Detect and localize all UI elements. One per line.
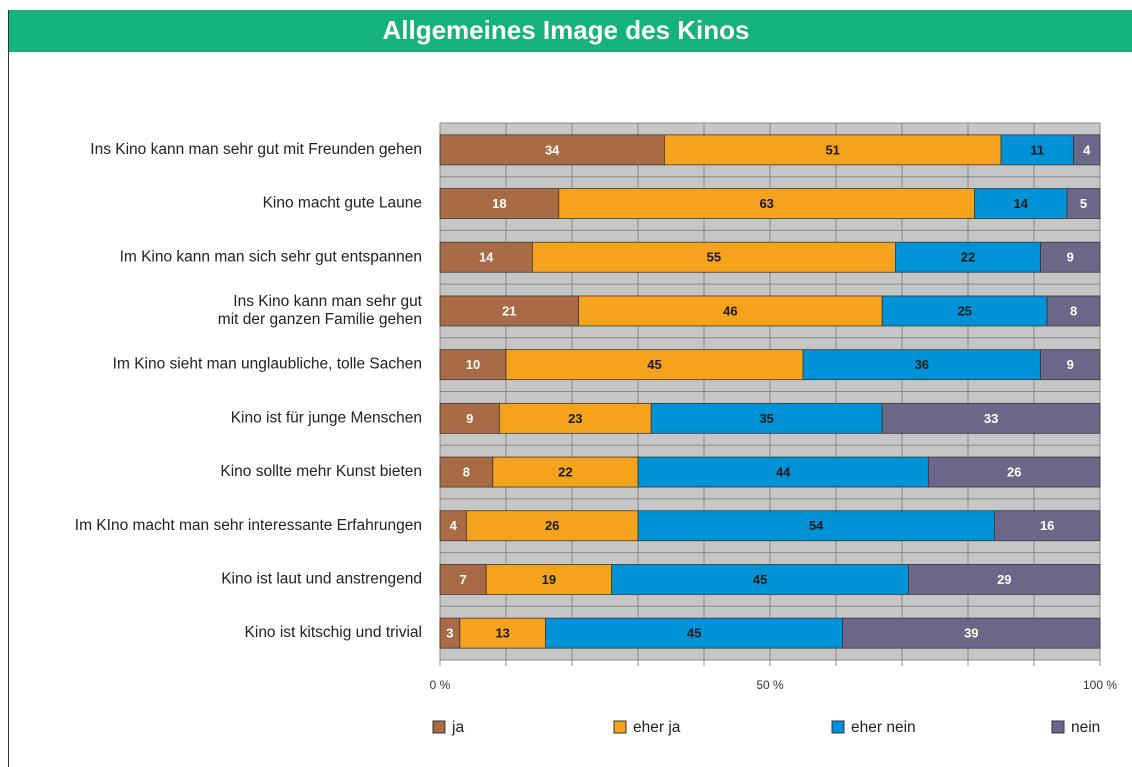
value-label: 45 bbox=[647, 357, 661, 372]
bar-segment bbox=[578, 295, 883, 327]
bar-segment bbox=[439, 134, 665, 166]
value-label: 51 bbox=[825, 142, 839, 157]
bar-segment bbox=[439, 349, 507, 381]
bar-segment bbox=[439, 564, 487, 595]
value-label: 3 bbox=[446, 626, 453, 641]
value-label: 4 bbox=[1083, 142, 1091, 157]
x-tick-label: 0 % bbox=[430, 678, 451, 692]
value-label: 13 bbox=[495, 626, 509, 641]
value-label: 16 bbox=[1040, 518, 1054, 533]
value-label: 19 bbox=[542, 572, 556, 587]
bar-segment bbox=[881, 402, 1101, 434]
bar-segment bbox=[1073, 134, 1101, 166]
bar-segment bbox=[842, 617, 1101, 649]
bar-segment bbox=[611, 564, 909, 595]
value-label: 55 bbox=[707, 250, 721, 265]
value-label: 44 bbox=[776, 464, 791, 479]
value-label: 45 bbox=[687, 626, 701, 641]
x-tick-label: 50 % bbox=[756, 678, 784, 692]
value-label: 63 bbox=[759, 196, 773, 211]
category-label: Kino macht gute Laune bbox=[263, 195, 422, 212]
legend-swatch bbox=[432, 720, 446, 734]
legend-label: eher nein bbox=[851, 719, 916, 736]
legend-label: eher ja bbox=[633, 719, 681, 736]
value-label: 35 bbox=[759, 411, 773, 426]
category-label: Im KIno macht man sehr interessante Erfa… bbox=[75, 517, 422, 534]
category-label: Im Kino sieht man unglaubliche, tolle Sa… bbox=[113, 356, 422, 373]
bar-segment bbox=[895, 241, 1042, 273]
value-label: 21 bbox=[502, 303, 516, 318]
value-label: 36 bbox=[915, 357, 929, 372]
value-label: 26 bbox=[545, 518, 559, 533]
value-label: 8 bbox=[463, 464, 470, 479]
bar-segment bbox=[558, 188, 975, 219]
category-label: Im Kino kann man sich sehr gut entspanne… bbox=[120, 248, 422, 265]
value-label: 34 bbox=[545, 142, 560, 157]
value-label: 9 bbox=[1067, 357, 1074, 372]
bar-segment bbox=[459, 617, 546, 649]
category-label: Ins Kino kann man sehr gut mit der ganzen… bbox=[218, 293, 423, 328]
bar-segment bbox=[439, 456, 494, 488]
legend-swatch bbox=[613, 720, 627, 734]
value-label: 22 bbox=[961, 250, 975, 265]
value-label: 23 bbox=[568, 411, 582, 426]
category-label: Ins Kino kann man sehr gut mit Freunden … bbox=[90, 141, 422, 158]
value-label: 39 bbox=[964, 626, 978, 641]
value-label: 7 bbox=[459, 572, 466, 587]
x-tick-label: 100 % bbox=[1083, 678, 1117, 692]
bar-segment bbox=[465, 510, 639, 542]
bar-segment bbox=[637, 456, 929, 488]
value-label: 11 bbox=[1030, 142, 1044, 157]
bar-segment bbox=[908, 564, 1101, 595]
category-label: Kino ist kitschig und trivial bbox=[245, 624, 422, 641]
value-label: 46 bbox=[723, 303, 737, 318]
category-label: Kino ist laut und anstrengend bbox=[221, 571, 422, 588]
bar-segment bbox=[439, 295, 580, 327]
legend-label: ja bbox=[451, 719, 464, 736]
value-label: 45 bbox=[753, 572, 767, 587]
value-label: 22 bbox=[558, 464, 572, 479]
value-label: 14 bbox=[479, 250, 494, 265]
bar-segment bbox=[664, 134, 1002, 166]
value-label: 54 bbox=[809, 518, 824, 533]
header-bar bbox=[8, 10, 1132, 52]
value-label: 8 bbox=[1070, 303, 1077, 318]
bar-segment bbox=[1046, 295, 1101, 327]
bar-segment bbox=[1000, 134, 1074, 166]
category-label: Kino ist für junge Menschen bbox=[231, 409, 422, 426]
bar-segment bbox=[637, 510, 995, 542]
value-label: 9 bbox=[466, 411, 473, 426]
value-label: 9 bbox=[1067, 250, 1074, 265]
value-label: 18 bbox=[492, 196, 506, 211]
bar-segment bbox=[881, 295, 1048, 327]
bar-segment bbox=[1066, 188, 1101, 219]
value-label: 14 bbox=[1014, 196, 1029, 211]
legend-swatch bbox=[831, 720, 845, 734]
value-label: 5 bbox=[1080, 196, 1087, 211]
category-label: Kino sollte mehr Kunst bieten bbox=[220, 463, 422, 480]
legend-label: nein bbox=[1071, 719, 1100, 736]
bar-segment bbox=[505, 349, 804, 381]
bar-segment bbox=[439, 241, 533, 273]
bar-segment bbox=[974, 188, 1068, 219]
bar-segment bbox=[439, 510, 467, 542]
bar-segment bbox=[532, 241, 896, 273]
bar-segment bbox=[1040, 349, 1101, 381]
bar-segment bbox=[439, 188, 560, 219]
value-label: 33 bbox=[984, 411, 998, 426]
chart-title: Allgemeines Image des Kinos bbox=[382, 15, 749, 45]
value-label: 29 bbox=[997, 572, 1011, 587]
value-label: 4 bbox=[450, 518, 458, 533]
value-label: 10 bbox=[466, 357, 480, 372]
bar-segment bbox=[1040, 241, 1101, 273]
bar-segment bbox=[802, 349, 1042, 381]
bar-segment bbox=[994, 510, 1101, 542]
bar-segment bbox=[928, 456, 1101, 488]
value-label: 25 bbox=[957, 303, 971, 318]
value-label: 26 bbox=[1007, 464, 1021, 479]
legend-swatch bbox=[1051, 720, 1065, 734]
bar-segment bbox=[650, 402, 883, 434]
